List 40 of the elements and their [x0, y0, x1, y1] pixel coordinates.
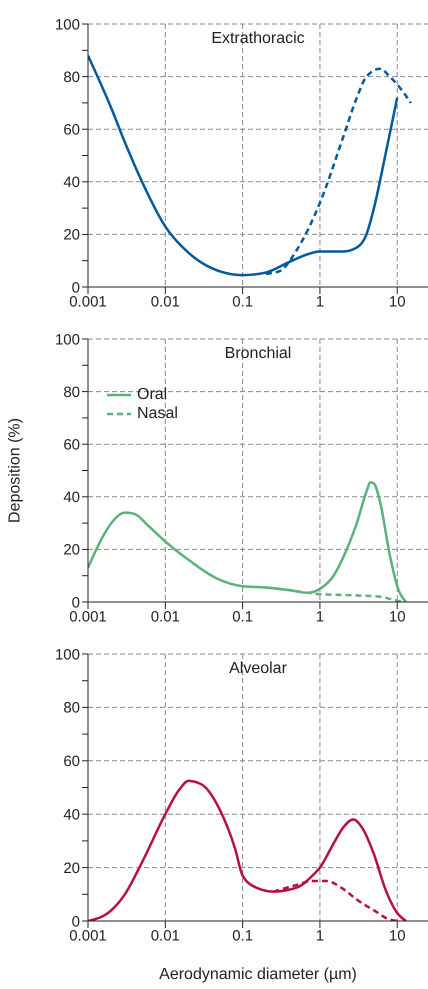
x-tick-label: 0.001 [69, 608, 107, 626]
x-tick-label: 1 [316, 928, 324, 945]
y-tick-label: 100 [54, 331, 80, 348]
legend-label: Nasal [137, 404, 178, 423]
x-axis-title: Aerodynamic diameter (µm) [159, 966, 357, 983]
y-tick-label: 0 [72, 913, 80, 930]
y-tick-label: 80 [63, 700, 80, 717]
x-tick-label: 0.01 [150, 928, 180, 945]
x-tick-label: 0.1 [232, 928, 254, 945]
y-tick-label: 0 [72, 594, 80, 612]
x-tick-label: 0.01 [150, 608, 180, 626]
y-tick-label: 40 [63, 174, 80, 192]
x-tick-label: 10 [388, 294, 406, 311]
x-tick-label: 10 [388, 608, 406, 626]
legend-label: Oral [137, 385, 168, 404]
x-tick-label: 0.01 [150, 294, 180, 311]
x-tick-label: 0.001 [69, 928, 107, 945]
y-tick-label: 20 [63, 542, 80, 559]
y-tick-label: 100 [54, 16, 80, 34]
x-tick-label: 0.001 [69, 294, 107, 311]
x-tick-label: 0.1 [232, 608, 254, 626]
y-tick-label: 100 [54, 646, 80, 664]
y-tick-label: 0 [72, 279, 80, 296]
y-tick-label: 40 [63, 489, 80, 506]
chart-title: Alveolar [228, 660, 288, 678]
y-tick-label: 60 [63, 122, 80, 139]
y-tick-label: 80 [63, 68, 80, 86]
x-tick-label: 1 [316, 608, 324, 626]
x-tick-label: 1 [316, 294, 324, 311]
chart-title: Bronchial [224, 345, 292, 363]
y-tick-label: 40 [63, 806, 80, 824]
y-tick-label: 20 [63, 226, 80, 244]
y-tick-label: 60 [63, 436, 80, 454]
y-axis-title: Deposition (%) [6, 418, 24, 523]
y-tick-label: 60 [63, 753, 80, 770]
y-tick-label: 20 [63, 860, 80, 877]
x-tick-label: 0.1 [232, 294, 254, 311]
chart-title: Extrathoracic [210, 30, 306, 48]
x-tick-label: 10 [388, 928, 406, 945]
y-tick-label: 80 [63, 384, 80, 401]
